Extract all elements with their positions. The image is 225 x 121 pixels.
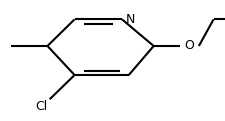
Text: O: O xyxy=(183,39,193,53)
Text: N: N xyxy=(125,13,134,26)
Text: Cl: Cl xyxy=(35,100,47,113)
